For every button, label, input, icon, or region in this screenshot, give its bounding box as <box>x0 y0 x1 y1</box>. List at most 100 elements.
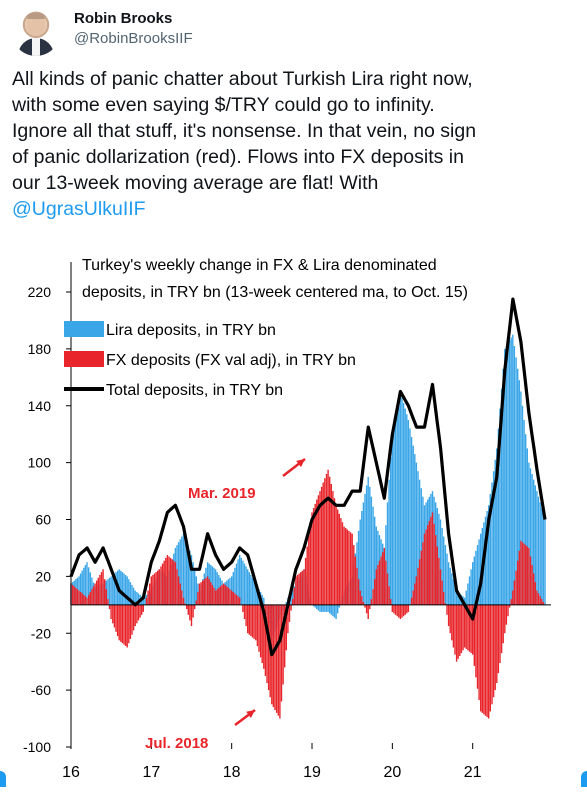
fx-bar <box>460 604 463 654</box>
lira-bar <box>394 417 397 605</box>
fx-bar <box>258 604 260 652</box>
fx-bar <box>348 530 350 605</box>
fx-bar <box>425 529 427 605</box>
fx-bar <box>353 545 355 605</box>
fx-bar <box>182 597 185 605</box>
lira-bar <box>325 604 328 612</box>
fx-bar <box>189 604 191 621</box>
author-name[interactable]: Robin Brooks <box>74 10 173 27</box>
fx-bar <box>465 604 467 649</box>
lira-bar <box>177 542 180 605</box>
fx-bar <box>523 543 525 605</box>
lira-bar <box>232 572 234 605</box>
fx-bar <box>365 604 368 614</box>
fx-bar <box>263 604 265 669</box>
fx-bar <box>306 546 308 605</box>
fx-bar <box>451 604 453 641</box>
chart-title-line: Turkey's weekly change in FX & Lira deno… <box>82 257 437 274</box>
fx-bar <box>171 559 173 605</box>
chart-image[interactable]: 220 180 140 100 60 20 -20 -60 -100 16 17 18 19 20 21 … <box>0 245 587 787</box>
fx-bar <box>177 576 180 605</box>
fx-bar <box>107 599 109 605</box>
fx-bar <box>370 599 373 605</box>
fx-bar <box>455 604 458 662</box>
lira-bar <box>329 604 331 614</box>
author-handle[interactable]: @RobinBrooksIIF <box>74 30 193 47</box>
fx-bar <box>237 596 239 605</box>
fx-bar <box>367 604 369 619</box>
nav-right-edge[interactable] <box>581 771 587 787</box>
lira-bar <box>414 454 416 605</box>
lira-bar <box>335 604 337 619</box>
lira-bar <box>129 582 132 605</box>
fx-bar <box>267 604 270 691</box>
nav-left-edge[interactable] <box>0 771 6 787</box>
fx-bar <box>115 604 117 632</box>
fx-bar <box>142 604 144 612</box>
lira-bar <box>500 388 503 605</box>
avatar[interactable] <box>12 8 60 56</box>
mention-link[interactable]: @UgrasUlkuIIF <box>12 198 146 220</box>
fx-bar <box>332 491 334 605</box>
fx-bar <box>194 604 196 610</box>
lira-bar <box>386 502 389 605</box>
fx-bar <box>500 604 503 654</box>
fx-bar <box>542 602 545 605</box>
lira-bar <box>89 572 91 605</box>
fx-bar <box>160 566 162 605</box>
fx-bar <box>515 570 517 605</box>
lira-bar <box>290 592 292 605</box>
fx-bar <box>423 533 426 605</box>
lira-bar <box>121 572 124 605</box>
fx-bar <box>338 513 340 605</box>
fx-bar <box>484 604 487 716</box>
lira-bar <box>537 496 540 605</box>
lira-bar <box>388 479 390 605</box>
fx-bar <box>134 604 136 627</box>
fx-bar <box>476 604 479 689</box>
lira-bar <box>473 556 475 605</box>
fx-bar <box>435 535 437 605</box>
lira-bar <box>484 516 487 605</box>
lira-bar <box>134 590 136 605</box>
fx-bar <box>497 604 500 674</box>
fx-bar <box>443 592 445 605</box>
tweet-line: Ignore all that stuff, it's nonsense. In… <box>12 120 477 142</box>
fx-bar <box>275 604 278 713</box>
fx-bar <box>467 604 469 651</box>
fx-bar <box>369 604 371 610</box>
fx-bar <box>186 604 188 610</box>
fx-bar <box>168 556 170 605</box>
fx-bar <box>398 604 400 618</box>
x-tick-labels: 16 17 18 19 20 21 <box>62 764 482 781</box>
lira-bar <box>472 562 474 605</box>
lira-bar <box>128 579 130 605</box>
fx-bar <box>298 573 300 605</box>
fx-bar <box>288 604 291 622</box>
lira-bar <box>235 563 238 605</box>
y-tick-label: 60 <box>35 512 51 528</box>
fx-bar <box>341 522 344 605</box>
lira-bar <box>88 567 90 605</box>
annotation-label: Jul. 2018 <box>145 735 208 752</box>
lira-bar <box>444 545 447 605</box>
lira-bar <box>544 519 546 605</box>
fx-bar <box>325 474 328 605</box>
fx-bar <box>317 495 320 605</box>
fx-bar <box>309 523 312 605</box>
fx-bar <box>78 590 80 605</box>
fx-bar <box>396 604 398 617</box>
fx-bar <box>128 604 130 644</box>
fx-bar <box>441 580 443 605</box>
lira-bar <box>86 562 88 605</box>
fx-bar <box>290 604 292 611</box>
fx-bar <box>330 484 332 605</box>
fx-bar <box>284 604 286 668</box>
fx-bar <box>394 604 397 615</box>
lira-bar <box>396 408 398 605</box>
lira-bar <box>441 528 443 605</box>
lira-bar <box>517 368 519 605</box>
lira-bar <box>504 348 506 605</box>
lira-bar <box>322 604 324 612</box>
fx-bar <box>303 569 305 605</box>
